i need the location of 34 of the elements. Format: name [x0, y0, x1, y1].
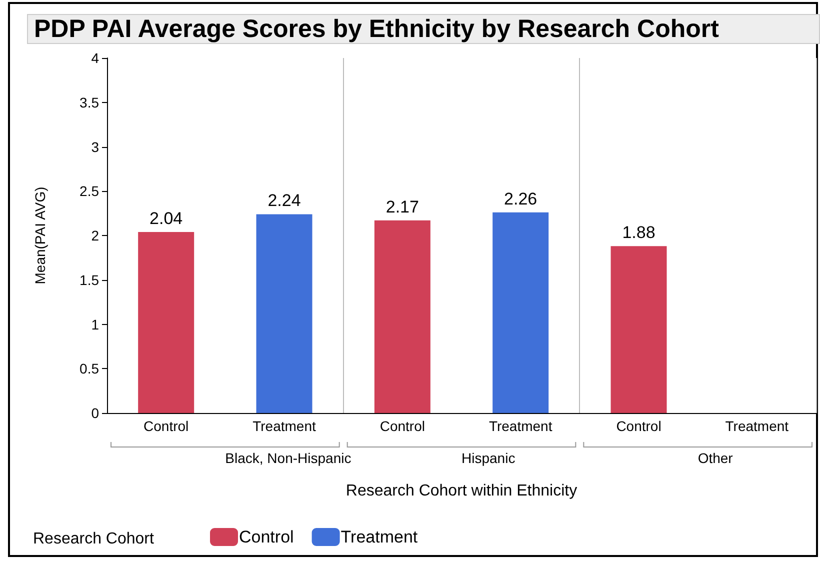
x-tick-label: Treatment — [725, 418, 789, 434]
x-tick-label: Control — [616, 418, 662, 434]
x-tick-label: Control — [380, 418, 425, 434]
x-tick-label: Treatment — [252, 418, 316, 434]
text: Black, Non-Hispanic — [225, 450, 352, 466]
data-label: 2.17 — [386, 197, 419, 216]
data-label: 2.26 — [504, 189, 538, 208]
legend-title: Research Cohort — [33, 530, 154, 548]
bar — [610, 246, 667, 413]
y-tick-label: 3.5 — [80, 94, 100, 110]
chart-title: PDP PAI Average Scores by Ethnicity by Research Cohort — [27, 14, 820, 44]
data-label: 2.24 — [268, 191, 301, 210]
data-label: 1.88 — [622, 223, 656, 242]
text: Other — [698, 450, 734, 466]
text: Hispanic — [462, 450, 516, 466]
y-tick-label: 3 — [91, 138, 100, 155]
x-tick-label: Control — [144, 418, 189, 434]
bar — [374, 220, 430, 413]
y-tick-label: 1.5 — [80, 272, 100, 288]
bar — [138, 232, 194, 413]
legend-label: Treatment — [340, 528, 418, 546]
x-tick-label: Treatment — [488, 418, 552, 434]
data-label: 2.04 — [150, 208, 183, 228]
legend-label: Control — [239, 528, 294, 546]
y-tick-label: 2.5 — [80, 183, 100, 200]
y-tick-label: 1 — [91, 316, 100, 332]
y-tick-label: 4 — [91, 50, 100, 66]
bar — [492, 212, 549, 413]
y-tick-label: 0.5 — [80, 360, 100, 377]
x-axis-title: Research Cohort within Ethnicity — [346, 482, 578, 500]
y-tick-label: 2 — [91, 228, 100, 244]
bar — [256, 214, 312, 413]
y-tick-label: 0 — [91, 405, 100, 421]
y-axis-title: Mean(PAI AVG) — [32, 186, 48, 284]
